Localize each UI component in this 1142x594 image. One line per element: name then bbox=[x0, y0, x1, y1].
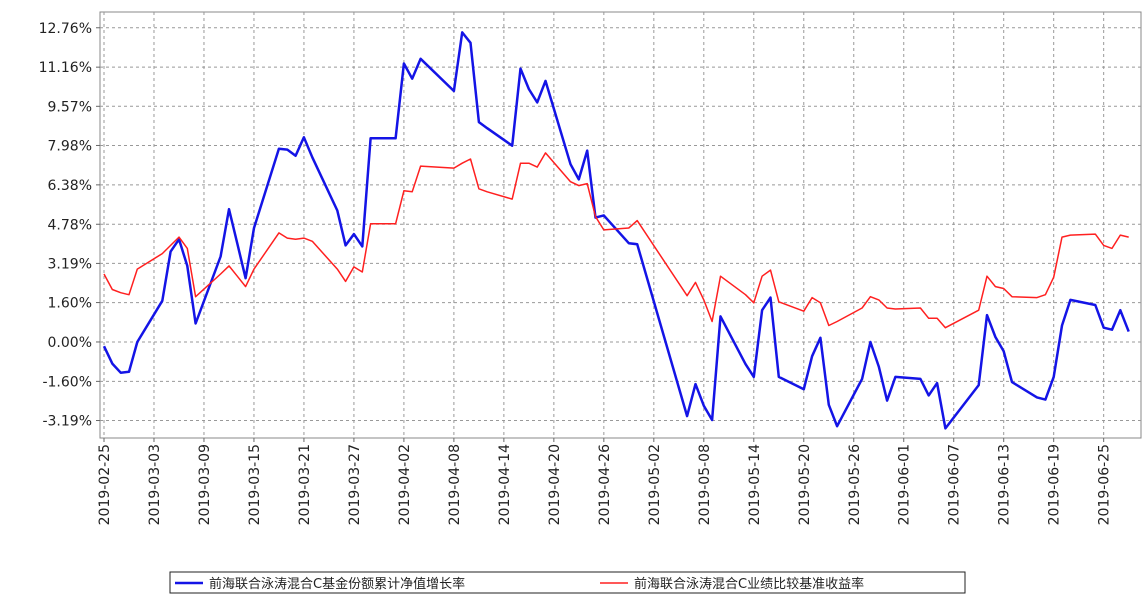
y-tick-label: -3.19% bbox=[42, 414, 92, 430]
x-tick-label: 2019-05-26 bbox=[847, 444, 863, 525]
y-tick-label: -1.60% bbox=[42, 374, 92, 390]
x-tick-label: 2019-06-25 bbox=[1097, 444, 1113, 525]
x-tick-label: 2019-04-08 bbox=[447, 444, 463, 525]
x-tick-label: 2019-04-02 bbox=[397, 444, 413, 525]
y-tick-label: 9.57% bbox=[48, 99, 92, 115]
series-line bbox=[103, 152, 1129, 329]
x-tick-label: 2019-04-14 bbox=[497, 444, 513, 525]
plot-frame bbox=[99, 11, 1142, 439]
x-tick-label: 2019-03-09 bbox=[197, 444, 213, 525]
x-tick-label: 2019-06-19 bbox=[1047, 444, 1063, 525]
y-tick-label: 7.98% bbox=[48, 138, 92, 154]
legend-label: 前海联合泳涛混合C基金份额累计净值增长率 bbox=[209, 576, 465, 592]
x-tick-label: 2019-05-02 bbox=[647, 444, 663, 525]
y-tick-label: 4.78% bbox=[48, 217, 92, 233]
y-tick-label: 0.00% bbox=[48, 335, 92, 351]
x-tick-label: 2019-03-27 bbox=[347, 444, 363, 525]
y-tick-label: 6.38% bbox=[48, 178, 92, 194]
x-tick-label: 2019-06-01 bbox=[897, 444, 913, 525]
x-tick-label: 2019-05-20 bbox=[797, 444, 813, 525]
x-tick-label: 2019-04-26 bbox=[597, 444, 613, 525]
x-tick-label: 2019-03-03 bbox=[147, 444, 163, 525]
x-tick-label: 2019-04-20 bbox=[547, 444, 563, 525]
y-tick-label: 1.60% bbox=[48, 296, 92, 312]
legend-label: 前海联合泳涛混合C业绩比较基准收益率 bbox=[634, 576, 864, 592]
x-tick-label: 2019-05-08 bbox=[697, 444, 713, 525]
legend-box bbox=[169, 571, 966, 594]
x-tick-label: 2019-03-15 bbox=[247, 444, 263, 525]
y-tick-label: 12.76% bbox=[39, 21, 92, 37]
x-tick-label: 2019-06-07 bbox=[947, 444, 963, 525]
y-tick-label: 3.19% bbox=[48, 256, 92, 272]
x-tick-label: 2019-02-25 bbox=[97, 444, 113, 525]
x-tick-label: 2019-03-21 bbox=[297, 444, 313, 525]
y-tick-label: 11.16% bbox=[39, 60, 92, 76]
x-tick-label: 2019-05-14 bbox=[747, 444, 763, 525]
x-tick-label: 2019-06-13 bbox=[997, 444, 1013, 525]
